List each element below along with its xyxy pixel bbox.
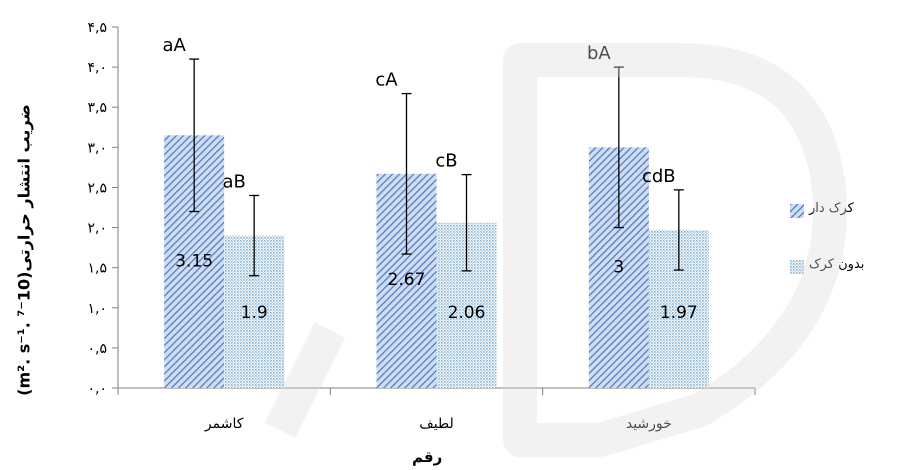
significance-letter: aA [162,35,186,56]
significance-letter: aB [222,171,245,192]
y-axis-label: ضریب انتشار حرارتی(10⁻⁷ .m². s⁻¹) [14,104,34,396]
error-bars [189,58,684,277]
data-labels: aA 3.15 aB 1.9 cA 2.67 cB 2.06 bA 3 cdB 1.97 [162,35,697,323]
value-label: 3 [613,257,624,277]
y-tick-label: ۰,۵ [88,341,108,357]
x-axis-label: رقم [412,448,443,466]
y-axis-label-container: ضریب انتشار حرارتی(10⁻⁷ .m². s⁻¹) [6,40,42,400]
value-label: 1.97 [660,303,698,323]
y-tick-label: ۳,۵ [88,100,108,116]
legend-item-series-1: کرک دار [790,200,898,226]
legend-swatch-dotted [790,260,804,274]
significance-letter: bA [587,43,611,64]
y-tick-label: ۲,۰ [88,221,108,237]
value-label: 2.67 [388,270,426,290]
y-tick-label: ۳,۰ [88,140,108,156]
x-tick-label: خورشید [626,416,672,432]
legend: کرک دار بدون کرک [790,200,898,312]
y-tick-label: ۱,۵ [88,261,108,277]
legend-item-series-2: بدون کرک [790,256,898,282]
value-label: 3.15 [175,252,213,272]
y-tick-label: ۱,۰ [88,301,108,317]
value-label: 2.06 [448,303,486,323]
legend-label-series-2: بدون کرک [809,257,865,272]
y-tick-label: ۴,۰ [88,60,108,76]
significance-letter: cdB [642,166,676,187]
significance-letter: cB [435,151,457,172]
legend-swatch-hatched [790,204,804,218]
y-tick-label: ۲,۵ [88,180,108,196]
legend-label-series-1: کرک دار [809,201,854,216]
x-tick-label: لطیف [419,416,453,432]
y-tick-label: ۴,۵ [88,20,108,36]
value-label: 1.9 [241,303,268,323]
x-tick-label: کاشمر [204,416,244,432]
significance-letter: cA [375,70,398,91]
y-tick-label: ۰,۰ [88,381,108,397]
